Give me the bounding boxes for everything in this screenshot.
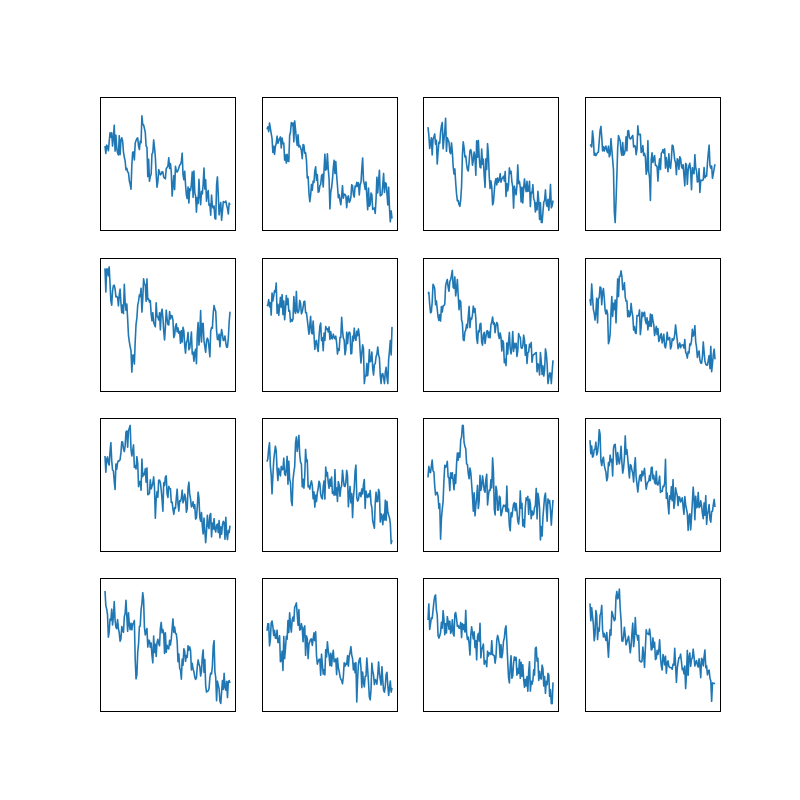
axes-frame-2 <box>262 97 398 231</box>
axes-frame-5 <box>100 258 236 392</box>
subplot-16 <box>585 578 721 712</box>
axes-frame-14 <box>262 578 398 712</box>
series-line-6 <box>266 282 393 385</box>
subplot-15 <box>423 578 559 712</box>
axes-frame-6 <box>262 258 398 392</box>
subplot-13 <box>100 578 236 712</box>
axes-frame-8 <box>585 258 721 392</box>
axes-frame-9 <box>100 418 236 552</box>
series-line-8 <box>589 270 716 373</box>
subplot-6 <box>262 258 398 392</box>
series-line-4 <box>589 124 716 224</box>
subplot-3 <box>423 97 559 231</box>
axes-frame-12 <box>585 418 721 552</box>
series-line-14 <box>266 602 393 703</box>
series-line-5 <box>104 266 231 373</box>
axes-frame-1 <box>100 97 236 231</box>
series-line-15 <box>427 594 554 705</box>
axes-frame-13 <box>100 578 236 712</box>
series-line-7 <box>427 269 554 385</box>
axes-frame-4 <box>585 97 721 231</box>
series-line-3 <box>427 117 554 224</box>
subplot-5 <box>100 258 236 392</box>
axes-frame-10 <box>262 418 398 552</box>
subplot-4 <box>585 97 721 231</box>
subplot-14 <box>262 578 398 712</box>
subplot-2 <box>262 97 398 231</box>
series-line-13 <box>104 590 231 705</box>
series-line-11 <box>427 424 554 541</box>
subplot-11 <box>423 418 559 552</box>
axes-frame-11 <box>423 418 559 552</box>
axes-frame-16 <box>585 578 721 712</box>
series-line-2 <box>266 120 393 223</box>
subplot-12 <box>585 418 721 552</box>
subplot-9 <box>100 418 236 552</box>
series-line-16 <box>589 588 716 703</box>
series-line-9 <box>104 424 231 544</box>
series-line-1 <box>104 115 231 221</box>
subplot-10 <box>262 418 398 552</box>
subplot-8 <box>585 258 721 392</box>
axes-frame-3 <box>423 97 559 231</box>
series-line-10 <box>266 434 393 545</box>
subplot-7 <box>423 258 559 392</box>
axes-frame-15 <box>423 578 559 712</box>
subplot-1 <box>100 97 236 231</box>
axes-frame-7 <box>423 258 559 392</box>
series-line-12 <box>589 428 716 532</box>
